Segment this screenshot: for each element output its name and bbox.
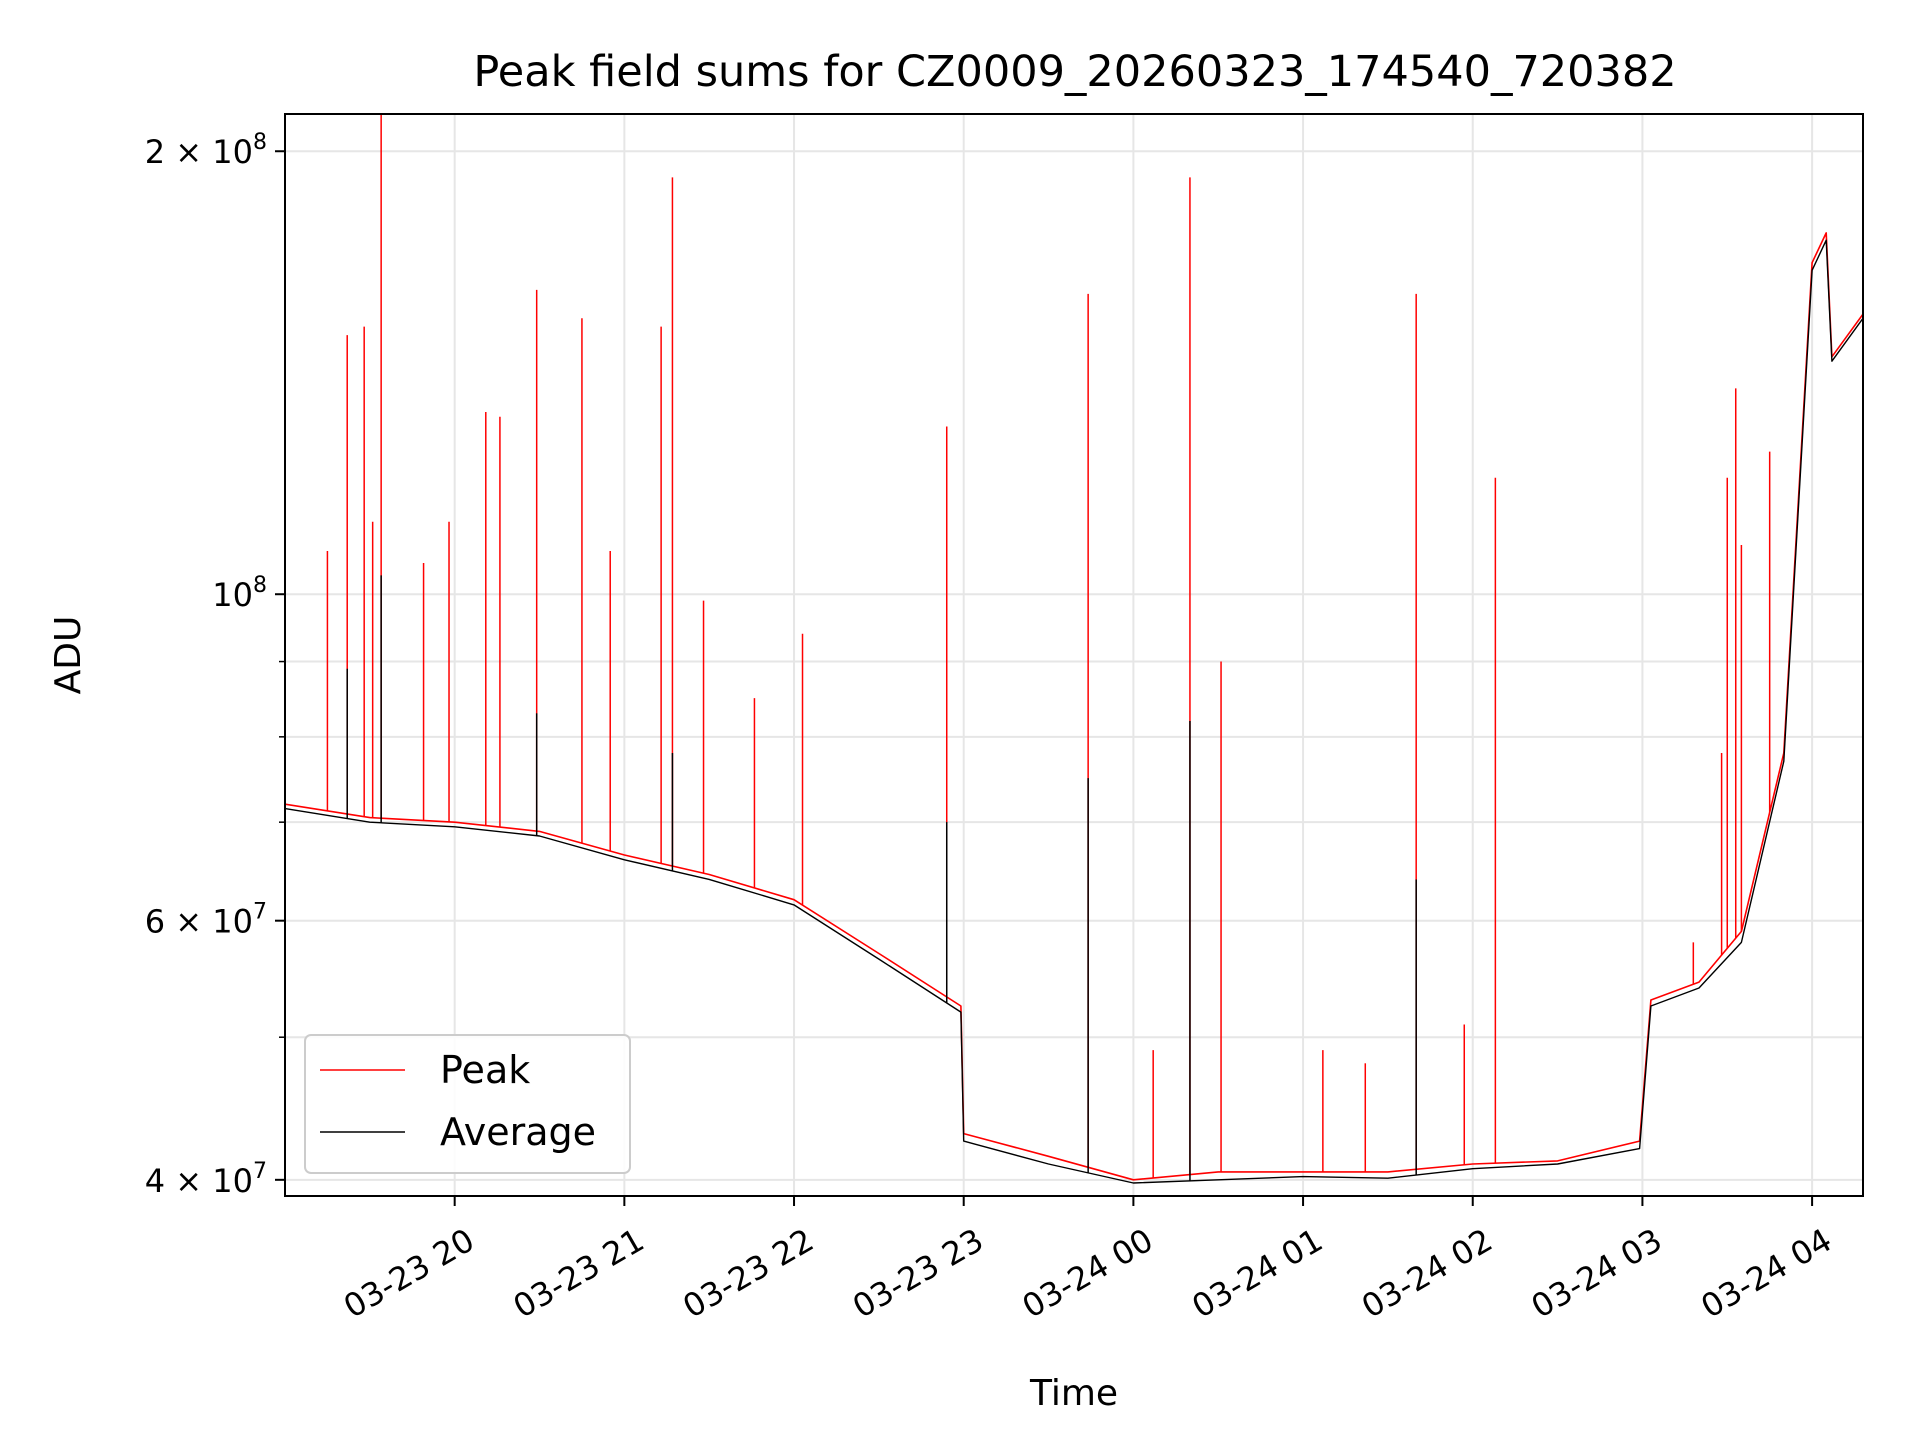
x-axis-label: Time (1029, 1373, 1118, 1414)
x-tick-label: 03-23 21 (507, 1221, 651, 1326)
chart-title: Peak field sums for CZ0009_20260323_1745… (473, 47, 1676, 97)
x-tick-label: 03-24 02 (1355, 1221, 1499, 1326)
x-tick-label: 03-24 00 (1016, 1221, 1160, 1326)
x-tick-label: 03-23 23 (846, 1221, 990, 1326)
y-tick-label: 108 (212, 573, 267, 614)
y-tick-label: 6 × 107 (145, 900, 267, 941)
legend: Peak Average (304, 1034, 631, 1174)
x-tick-label: 03-23 22 (676, 1221, 820, 1326)
grid (285, 114, 1863, 1196)
y-axis-label: ADU (48, 616, 89, 695)
x-tick-label: 03-24 01 (1185, 1221, 1329, 1326)
series-line-average (285, 239, 1863, 1184)
series-line-peak (285, 232, 1863, 1181)
x-tick-label: 03-24 03 (1525, 1221, 1669, 1326)
y-tick-label: 2 × 108 (145, 130, 267, 171)
legend-label-peak: Peak (440, 1048, 530, 1092)
plot-frame (284, 113, 1864, 1197)
x-tick-label: 03-23 20 (337, 1221, 481, 1326)
series-average (285, 239, 1863, 1184)
x-tick-label: 03-24 04 (1694, 1221, 1838, 1326)
y-tick-label: 4 × 107 (145, 1159, 267, 1200)
legend-label-average: Average (440, 1110, 596, 1154)
series-layer (285, 114, 1863, 1184)
y-axis: 4 × 107 6 × 107 108 2 × 108 (145, 130, 285, 1200)
x-axis: 03-23 20 03-23 21 03-23 22 03-23 23 03-24 00… (337, 1196, 1838, 1326)
series-peak (285, 114, 1863, 1181)
